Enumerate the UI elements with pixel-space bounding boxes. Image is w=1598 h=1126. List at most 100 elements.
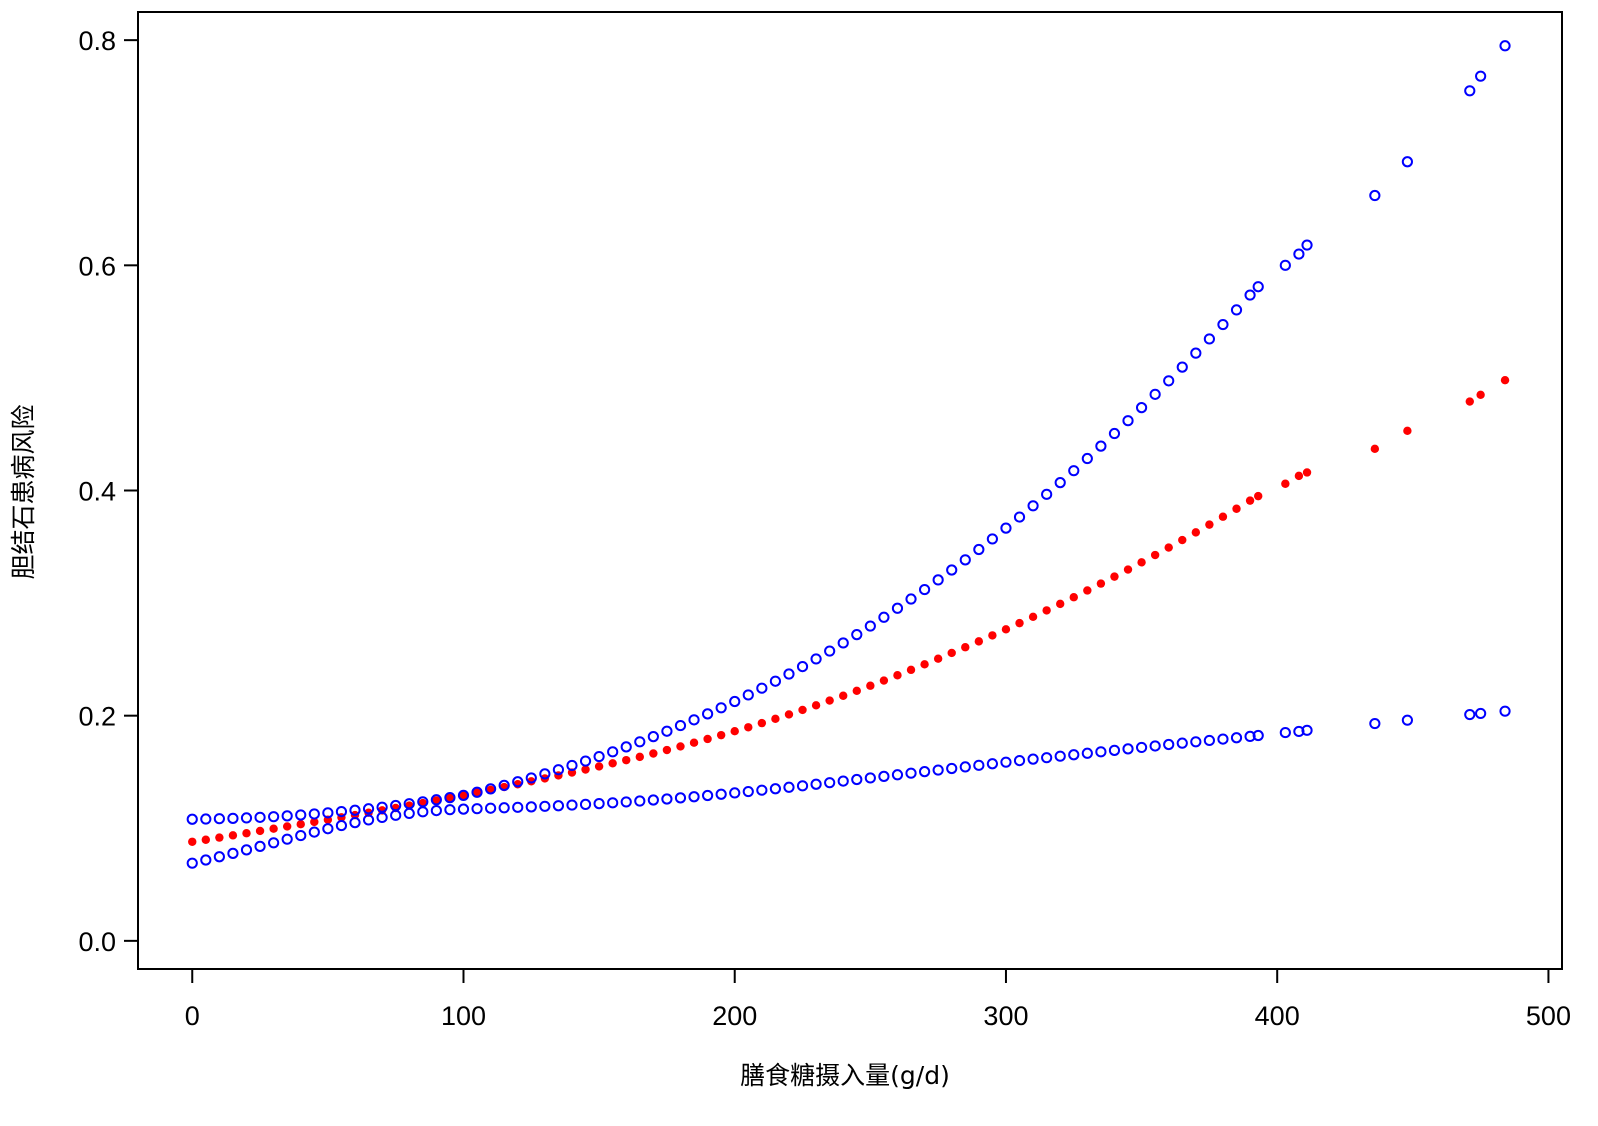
lower-95ci-point xyxy=(918,766,931,778)
lower-95ci-point xyxy=(390,809,402,821)
upper-95ci-point xyxy=(335,806,348,818)
lower-95ci-point xyxy=(959,761,971,773)
lower-95ci-point xyxy=(566,799,578,811)
upper-95ci-point xyxy=(1041,488,1053,500)
x-axis: 0 100 200 300 400 500 xyxy=(185,969,1571,1031)
estimate-point xyxy=(1110,572,1119,581)
lower-95ci-point xyxy=(1252,729,1264,742)
upper-95ci-point xyxy=(1244,289,1256,301)
upper-95ci-point xyxy=(512,776,524,788)
estimate-point xyxy=(825,696,834,705)
estimate-point xyxy=(594,762,604,771)
upper-95ci-point xyxy=(607,746,619,758)
upper-95ci-point xyxy=(295,809,307,821)
upper-95ci-point xyxy=(1279,259,1291,271)
upper-95ci-point xyxy=(918,583,931,596)
lower-95ci-point xyxy=(1122,743,1134,755)
series-estimate xyxy=(188,375,1510,846)
lower-95ci-point xyxy=(227,847,239,859)
lower-95ci-point xyxy=(376,811,388,824)
upper-95ci-point xyxy=(444,792,456,804)
lower-95ci-point xyxy=(824,777,836,789)
lower-95ci-point xyxy=(986,758,999,770)
estimate-point xyxy=(839,691,848,700)
lower-95ci-point xyxy=(973,759,985,771)
lower-95ci-point xyxy=(552,800,565,812)
lower-95ci-point xyxy=(634,795,646,807)
upper-95ci-point xyxy=(376,801,388,813)
upper-95ci-point xyxy=(485,783,497,795)
estimate-point xyxy=(1164,543,1173,552)
estimate-point xyxy=(1254,491,1263,501)
lower-95ci-point xyxy=(715,788,727,800)
lower-95ci-point xyxy=(1013,754,1026,767)
upper-95ci-point xyxy=(1081,452,1093,465)
lower-95ci-point xyxy=(810,778,822,790)
upper-95ci-point xyxy=(1369,189,1381,202)
upper-95ci-point xyxy=(539,768,551,780)
x-tick-label: 400 xyxy=(1255,1001,1300,1031)
lower-95ci-point xyxy=(457,803,470,815)
lower-95ci-point xyxy=(403,807,415,820)
upper-95ci-point xyxy=(864,620,876,632)
lower-95ci-point xyxy=(1041,752,1053,764)
upper-95ci-point xyxy=(1000,522,1012,534)
estimate-point xyxy=(744,723,753,732)
x-axis-title: 膳食糖摄入量(g/d) xyxy=(740,1061,950,1090)
estimate-point xyxy=(1403,426,1412,436)
upper-95ci-point xyxy=(851,629,863,641)
upper-95ci-point xyxy=(1122,415,1134,427)
lower-95ci-point xyxy=(932,764,944,776)
estimate-point xyxy=(1294,471,1304,481)
lower-95ci-point xyxy=(1475,707,1487,720)
upper-95ci-point xyxy=(810,653,822,665)
lower-95ci-point xyxy=(335,819,348,832)
upper-95ci-point xyxy=(715,702,727,714)
upper-95ci-point xyxy=(702,708,714,720)
estimate-point xyxy=(852,686,861,695)
estimate-point xyxy=(811,701,821,710)
estimate-point xyxy=(1083,586,1092,595)
upper-95ci-point xyxy=(620,741,632,753)
lower-95ci-point xyxy=(186,857,198,869)
estimate-point xyxy=(1245,496,1255,505)
upper-95ci-point xyxy=(946,564,958,576)
y-tick-label: 0.6 xyxy=(78,251,116,281)
upper-95ci-point xyxy=(729,695,741,708)
estimate-point xyxy=(933,654,943,663)
estimate-point xyxy=(296,820,305,829)
estimate-point xyxy=(1205,520,1214,529)
lower-95ci-point xyxy=(607,797,619,809)
upper-95ci-point xyxy=(1217,318,1229,331)
lower-95ci-point xyxy=(891,769,904,781)
upper-95ci-point xyxy=(932,574,944,586)
upper-95ci-point xyxy=(1499,40,1511,52)
estimate-point xyxy=(1069,593,1078,602)
upper-95ci-point xyxy=(552,764,565,776)
estimate-point xyxy=(988,631,997,640)
estimate-point xyxy=(1476,390,1485,399)
lower-95ci-point xyxy=(295,829,307,842)
upper-95ci-point xyxy=(905,593,917,605)
estimate-point xyxy=(676,742,685,751)
lower-95ci-point xyxy=(756,784,768,796)
upper-95ci-point xyxy=(593,750,605,763)
upper-95ci-point xyxy=(240,812,253,824)
estimate-point xyxy=(228,831,238,840)
lower-95ci-point xyxy=(1464,708,1476,721)
upper-95ci-point xyxy=(986,533,999,545)
lower-95ci-point xyxy=(1369,717,1381,730)
upper-95ci-point xyxy=(349,804,361,816)
lower-95ci-point xyxy=(864,772,876,784)
upper-95ci-point xyxy=(973,543,985,556)
upper-95ci-point xyxy=(1149,388,1161,400)
lower-95ci-point xyxy=(200,854,212,866)
lower-95ci-point xyxy=(430,804,442,817)
upper-95ci-point xyxy=(1475,70,1487,82)
lower-95ci-point xyxy=(498,802,510,814)
lower-95ci-point xyxy=(240,844,253,856)
estimate-point xyxy=(1370,444,1380,454)
estimate-point xyxy=(1500,375,1510,385)
estimate-point xyxy=(1178,535,1187,545)
